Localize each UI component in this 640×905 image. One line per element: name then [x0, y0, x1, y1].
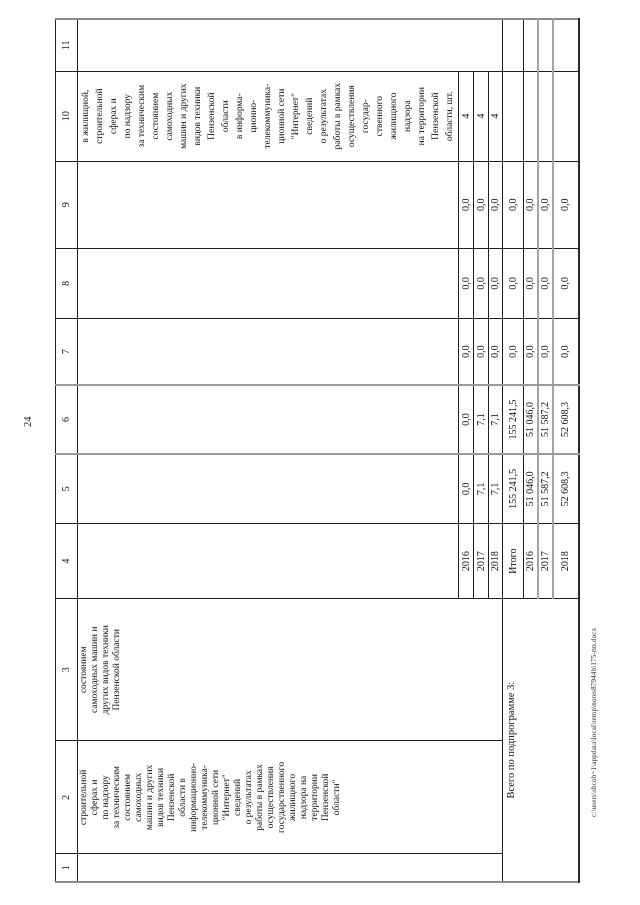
cell-amount: 0,0: [488, 161, 503, 249]
cell-empty: [552, 19, 579, 72]
column-number-row: 1 2 3 4 5 6 7 8 9 10 11: [55, 19, 78, 882]
column-number-cell: 10: [55, 71, 78, 162]
cell-amount: 0,0: [473, 248, 489, 319]
column-number-cell: 11: [55, 19, 78, 72]
cell-empty: [77, 19, 503, 72]
cell-amount: 0,0: [537, 161, 553, 249]
cell-year: 2018: [552, 523, 579, 599]
cell-indicator-text: в жилищной, строительной сферах и по над…: [77, 71, 459, 162]
cell-amount: 0,0: [488, 248, 503, 319]
cell-empty: [77, 161, 459, 249]
programme-finance-table: 1 2 3 4 5 6 7 8 9 10 11 строительной сфе…: [55, 18, 580, 883]
column-number-cell: 2: [55, 740, 78, 854]
cell-year: 2017: [473, 523, 489, 599]
cell-empty: [77, 385, 459, 454]
cell-amount: 155 241,5: [502, 453, 524, 524]
cell-activity-text: строительной сферах и по надзору за техн…: [77, 740, 503, 854]
cell-empty: [523, 19, 538, 72]
cell-amount: 0,0: [458, 385, 474, 454]
cell-amount: 0,0: [488, 318, 503, 386]
page-number: 24: [23, 416, 34, 428]
column-number-cell: 7: [55, 318, 78, 386]
column-number-cell: 8: [55, 248, 78, 319]
column-number-cell: 3: [55, 598, 78, 741]
cell-indicator-value: 4: [458, 71, 474, 162]
cell-empty: [77, 523, 459, 599]
cell-year: 2016: [523, 523, 538, 599]
cell-amount: 7,1: [488, 453, 503, 524]
cell-year: 2016: [458, 523, 474, 599]
cell-amount: 0,0: [537, 318, 553, 386]
cell-amount: 51 046,0: [523, 453, 538, 524]
cell-amount: 0,0: [552, 318, 579, 386]
cell-empty: [537, 71, 553, 162]
cell-amount: 0,0: [502, 161, 524, 249]
column-number-cell: 5: [55, 453, 78, 524]
cell-amount: 0,0: [458, 453, 474, 524]
column-number-cell: 9: [55, 161, 78, 249]
activity-continuation-row: строительной сферах и по надзору за техн…: [77, 19, 503, 882]
column-number-cell: 1: [55, 853, 78, 882]
cell-amount: 0,0: [502, 318, 524, 386]
cell-amount: 0,0: [502, 248, 524, 319]
cell-empty: [77, 453, 459, 524]
cell-empty: [523, 71, 538, 162]
cell-empty: [552, 71, 579, 162]
cell-amount: 155 241,5: [502, 385, 524, 454]
cell-indicator-value: 4: [473, 71, 489, 162]
cell-amount: 0,0: [523, 318, 538, 386]
cell-year: Итого: [502, 523, 524, 599]
cell-amount: 0,0: [458, 248, 474, 319]
cell-amount: 7,1: [488, 385, 503, 454]
column-number-cell: 4: [55, 523, 78, 599]
cell-indicator-value: 4: [488, 71, 503, 162]
cell-amount: 7,1: [473, 385, 489, 454]
cell-amount: 51 587,2: [537, 385, 553, 454]
cell-amount: 0,0: [523, 248, 538, 319]
column-number-cell: 6: [55, 385, 78, 454]
cell-year: 2018: [488, 523, 503, 599]
cell-year: 2017: [537, 523, 553, 599]
cell-empty: [537, 19, 553, 72]
cell-amount: 0,0: [552, 161, 579, 249]
cell-amount: 0,0: [552, 248, 579, 319]
cell-amount: 0,0: [537, 248, 553, 319]
cell-amount: 0,0: [473, 161, 489, 249]
cell-amount: 0,0: [473, 318, 489, 386]
cell-amount: 0,0: [458, 318, 474, 386]
cell-empty: [77, 248, 459, 319]
cell-empty: [502, 71, 524, 162]
cell-amount: 52 608,3: [552, 385, 579, 454]
cell-total-label: Всего по подпрограмме 3:: [502, 598, 579, 882]
cell-empty: [502, 19, 524, 72]
cell-amount: 51 046,0: [523, 385, 538, 454]
cell-amount: 52 608,3: [552, 453, 579, 524]
cell-amount: 7,1: [473, 453, 489, 524]
cell-executor-text: состоянием самоходных машин и других вид…: [77, 598, 503, 741]
cell-amount: 0,0: [523, 161, 538, 249]
cell-amount: 0,0: [458, 161, 474, 249]
file-path: c:\users\shcob~1\appdata\local\temp\note…: [590, 627, 598, 817]
cell-empty-number: [77, 853, 503, 882]
cell-amount: 51 587,2: [537, 453, 553, 524]
cell-empty: [77, 318, 459, 386]
subtotal-row: Всего по подпрограмме 3: Итого 155 241,5…: [502, 19, 579, 882]
